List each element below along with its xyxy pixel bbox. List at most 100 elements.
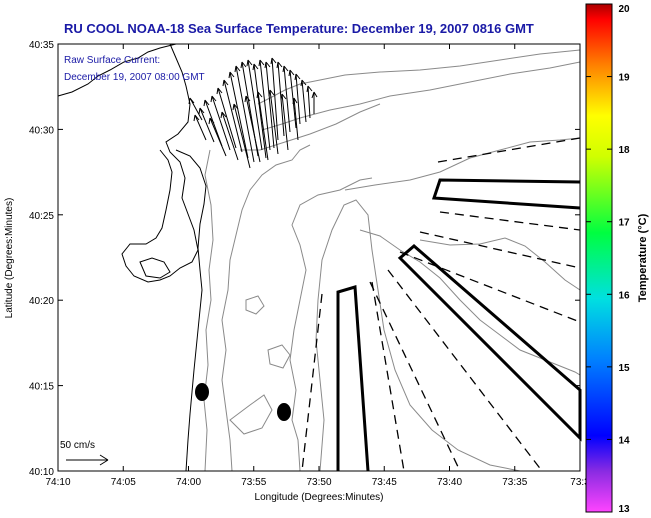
temperature-colorbar: 13 14 15 16 17 18 19 20 Temperature (°C) — [585, 3, 649, 515]
x-axis-label: Longitude (Degrees:Minutes) — [255, 492, 384, 503]
figure-title: RU COOL NOAA-18 Sea Surface Temperature:… — [64, 21, 534, 36]
current-vector — [252, 63, 267, 159]
separation-line — [437, 137, 581, 163]
colorbar-tick: 15 — [586, 363, 630, 374]
y-tick: 40:25 — [29, 211, 580, 222]
y-tick: 40:35 — [29, 40, 580, 51]
current-vector — [228, 71, 249, 159]
current-vector — [210, 95, 231, 151]
current-vector — [292, 97, 299, 141]
x-tick-label: 73:40 — [437, 477, 462, 488]
y-tick-label: 40:35 — [29, 40, 54, 51]
current-vector — [234, 65, 255, 163]
y-axis-label: Latitude (Degrees:Minutes) — [4, 198, 15, 319]
contour-apex-3 — [240, 103, 381, 151]
colorbar-tick: 18 — [586, 145, 630, 156]
current-vector — [270, 57, 279, 141]
current-vector — [244, 95, 261, 163]
x-tick-label: 74:05 — [111, 477, 136, 488]
separation-line — [369, 281, 461, 472]
separation-line — [399, 251, 581, 323]
current-vector — [311, 91, 318, 114]
contour-apex-2 — [261, 61, 581, 131]
y-tick: 40:30 — [29, 125, 580, 136]
lane-south — [336, 285, 370, 472]
y-tick: 40:10 — [29, 467, 580, 478]
lane-east — [431, 178, 581, 210]
contour-apex-1 — [257, 49, 581, 105]
coastline-new-york-harbor — [121, 43, 199, 283]
disposal-site-west — [195, 383, 209, 401]
separation-line — [419, 231, 581, 269]
bathymetry-contours — [203, 49, 581, 472]
colorbar-tick-label: 19 — [618, 73, 630, 84]
current-vector — [220, 111, 239, 161]
contour-offshore-1 — [344, 137, 581, 191]
x-tick-label: 73:45 — [372, 477, 397, 488]
x-tick: 73:3 — [570, 44, 590, 488]
disposal-site-east — [277, 403, 291, 421]
colorbar-tick-label: 16 — [618, 290, 630, 301]
separation-line — [371, 281, 405, 472]
coastline — [57, 43, 207, 472]
colorbar-tick-label: 18 — [618, 145, 630, 156]
y-tick-label: 40:25 — [29, 211, 54, 222]
x-tick-label: 74:00 — [176, 477, 201, 488]
colorbar-label: Temperature (°C) — [637, 213, 649, 302]
scale-arrow — [66, 454, 109, 466]
contour-patch-3 — [245, 295, 265, 315]
current-vector — [282, 65, 291, 133]
x-tick: 73:40 — [437, 44, 462, 488]
current-vector — [256, 91, 269, 161]
colorbar-tick-label: 17 — [618, 218, 630, 229]
y-tick: 40:20 — [29, 296, 580, 307]
colorbar-tick: 20 — [586, 3, 630, 15]
colorbar-tick-label: 15 — [618, 363, 630, 374]
current-vector — [288, 69, 297, 129]
y-tick-label: 40:30 — [29, 125, 54, 136]
x-tick: 73:50 — [306, 44, 332, 488]
current-vector — [280, 93, 289, 151]
contour-shelf-1 — [203, 149, 214, 472]
current-vector — [306, 85, 313, 119]
current-vector — [246, 59, 263, 151]
plot-background — [58, 44, 580, 471]
contour-patch-1 — [229, 394, 273, 435]
scale-label: 50 cm/s — [60, 440, 95, 451]
colorbar-tick: 19 — [586, 73, 630, 84]
colorbar-tick-label: 20 — [618, 4, 630, 15]
x-tick: 73:55 — [241, 44, 267, 488]
map-plot: Raw Surface Current: December 19, 2007 0… — [57, 43, 582, 472]
current-annotation-line1: Raw Surface Current: — [64, 55, 160, 66]
y-tick: 40:15 — [29, 382, 580, 393]
current-vector — [294, 73, 301, 125]
current-vector — [232, 103, 251, 169]
colorbar-ticks: 13 14 15 16 17 18 19 20 — [586, 3, 630, 515]
current-annotation-line2: December 19, 2007 08:00 GMT — [64, 72, 205, 83]
x-tick-label: 73:35 — [502, 477, 527, 488]
current-vector — [208, 117, 227, 157]
current-vector — [216, 87, 237, 149]
colorbar-tick: 17 — [586, 218, 630, 229]
x-axis: 74:10 74:05 74:00 73:55 73:50 73:45 73:40 73:35… — [45, 44, 590, 488]
surface-current-vectors — [188, 57, 318, 169]
colorbar-tick: 13 — [586, 504, 630, 515]
y-axis: 40:35 40:30 40:25 40:20 40:15 40:10 — [29, 40, 580, 478]
x-tick: 74:00 — [176, 44, 201, 488]
separation-line — [439, 211, 581, 231]
current-vector — [198, 107, 215, 143]
x-tick: 73:45 — [372, 44, 397, 488]
current-vector — [268, 89, 279, 155]
contour-offshore-3 — [419, 237, 581, 291]
y-tick-label: 40:20 — [29, 296, 54, 307]
x-tick-label: 73:3 — [570, 477, 590, 488]
current-vector — [300, 79, 307, 123]
current-vector — [222, 79, 243, 153]
current-vector — [188, 97, 203, 121]
colorbar-gradient — [585, 3, 613, 513]
x-tick-label: 73:55 — [241, 477, 266, 488]
x-tick: 74:10 — [45, 44, 71, 488]
current-vector — [264, 61, 275, 149]
separation-line — [387, 269, 543, 472]
